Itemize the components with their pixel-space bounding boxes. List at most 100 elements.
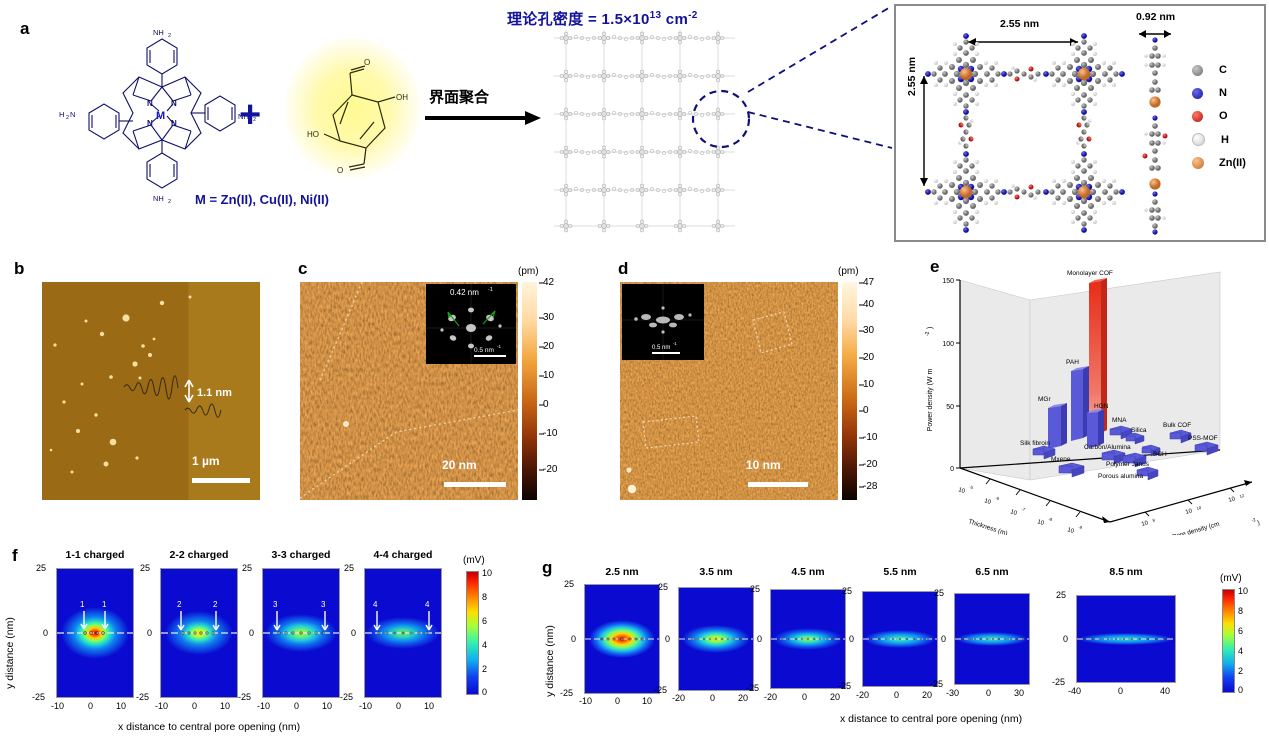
e-bar-hgn	[1087, 409, 1104, 448]
panel-f-cb-tick-4: 4	[482, 640, 488, 650]
panel-f-s1-x-tick-10: 10	[116, 701, 127, 711]
panel-f-arrow-label-right: 1	[102, 600, 107, 609]
e-z-tick-0: 0	[950, 466, 954, 473]
legend-item-c: C	[1192, 64, 1246, 76]
cb-d-tick-30: 30	[863, 325, 875, 336]
panel-f-s3-x-tick-10: 10	[322, 701, 333, 711]
dimension-thickness-label: 0.92 nm	[1136, 11, 1176, 23]
panel-c-fft-inset: 0.42 nm -1 0.5 nm -1	[426, 284, 516, 364]
panel-g-s6-x-tick-1: 0	[1118, 686, 1124, 696]
panel-g-s5-x-tick-0: -30	[946, 688, 960, 698]
pore-density-unit: cm	[665, 11, 689, 28]
legend-item-n: N	[1192, 87, 1246, 99]
panel-f-label: f	[12, 546, 18, 565]
e-marker-bch	[1141, 444, 1161, 457]
e-label-mxene: Mxene	[1051, 456, 1071, 463]
svg-text:4: 4	[425, 600, 430, 609]
legend-item-zn: Zn(II)	[1192, 157, 1246, 169]
panel-g-s2-y-tick-0: 0	[665, 634, 671, 644]
panel-f-y-tick-25: 25	[36, 563, 47, 573]
cb-d-tick-n10: -10	[863, 432, 878, 443]
panel-g-s1-x-tick-2: 10	[642, 696, 653, 706]
cb-d-tick-10: 10	[863, 379, 875, 390]
e-label-mgr: MGr	[1038, 396, 1051, 403]
svg-text:NH: NH	[238, 112, 249, 121]
panel-g-s4-y-tick-n25: -25	[838, 681, 852, 691]
panel-b-scale-bar	[192, 478, 250, 483]
panel-b: b 1.1 nm 1 µm	[0, 250, 300, 520]
panel-f: f y distance (nm) x distance to central …	[0, 535, 520, 737]
svg-text:N: N	[147, 99, 153, 108]
dimension-vertical-label: 2.55 nm	[906, 56, 918, 96]
panel-g-s5-y-tick-0: 0	[941, 634, 947, 644]
cof-framework-grid	[552, 28, 737, 238]
cb-c-tick-20: 20	[543, 341, 555, 352]
panel-d: d	[610, 250, 920, 520]
panel-g-colorbar	[1222, 589, 1235, 693]
panel-g-s3-y-tick-25: 25	[750, 584, 761, 594]
svg-text:NH: NH	[153, 194, 164, 203]
panel-f-colorbar	[466, 571, 479, 695]
panel-g-cb-tick-0: 0	[1238, 685, 1244, 695]
panel-g-s5-x-tick-1: 0	[986, 688, 992, 698]
panel-f-subplot-3: 3 3	[262, 568, 340, 698]
panel-g-y-tick-0: 0	[571, 634, 577, 644]
panel-g-cb-tick-10: 10	[1238, 586, 1249, 596]
panel-g-y-tick-n25: -25	[560, 688, 574, 698]
e-marker-pss-mof	[1194, 441, 1219, 456]
panel-d-colorbar	[842, 282, 857, 500]
svg-text:10: 10	[983, 498, 992, 506]
panel-g-subplot-2	[678, 587, 754, 691]
cb-c-tick-30: 30	[543, 312, 555, 323]
panel-g-s3-y-tick-0: 0	[757, 634, 763, 644]
cb-c-tick-n20: -20	[543, 464, 558, 475]
svg-text:2: 2	[168, 33, 171, 39]
panel-g-subplot-4-title: 5.5 nm	[883, 566, 917, 578]
pore-density-exponent: 13	[649, 10, 662, 21]
e-marker-carbon-alumina	[1101, 449, 1126, 465]
panel-c-colorbar-unit: (pm)	[518, 266, 539, 277]
cb-d-tick-47: 47	[863, 277, 875, 288]
panel-g-s3-x-tick-2: 20	[830, 692, 841, 702]
panel-f-y-tick-n25: -25	[32, 692, 46, 702]
svg-text:10: 10	[1141, 520, 1150, 528]
svg-text:10: 10	[1228, 496, 1237, 504]
panel-c-label: c	[298, 259, 308, 278]
e-bar-mgr	[1048, 403, 1067, 449]
svg-text:): )	[927, 327, 934, 329]
e-label-silk-fibroin: Silk fibroin	[1020, 440, 1050, 447]
panel-g-subplot-6	[1076, 595, 1176, 683]
cb-c-tick-0: 0	[543, 399, 549, 410]
panel-g-s5-x-tick-2: 30	[1014, 688, 1025, 698]
reaction-arrow-icon	[425, 110, 541, 131]
panel-d-scale-bar	[748, 482, 808, 487]
e-label-pah: PAH	[1066, 359, 1079, 366]
svg-text:-1: -1	[488, 287, 493, 293]
panel-g-subplot-1	[584, 584, 660, 694]
aldehyde-oh-right: OH	[396, 93, 408, 102]
svg-text:2: 2	[213, 600, 218, 609]
panel-d-afm-image: 0.5 nm -1 10 nm	[620, 282, 838, 500]
panel-f-cb-tick-10: 10	[482, 568, 493, 578]
panel-d-label: d	[618, 259, 629, 278]
atom-c-icon	[1192, 64, 1203, 76]
panel-g-s4-y-tick-0: 0	[849, 634, 855, 644]
panel-g-s6-x-tick-0: -40	[1068, 686, 1082, 696]
e-marker-polymer-janus	[1122, 452, 1147, 468]
e-z-axis-label: Power density (W m	[927, 369, 934, 432]
svg-text:-1: -1	[497, 344, 501, 349]
panel-g-subplot-5-title: 6.5 nm	[975, 566, 1009, 578]
svg-text:N: N	[171, 119, 177, 128]
panel-f-s3-x-tick-0: 0	[294, 701, 300, 711]
aldehyde-o-top: O	[364, 58, 370, 67]
e-label-carbon-alumina: Carbon/Alumina	[1084, 444, 1131, 451]
panel-f-s2-x-tick-10: 10	[220, 701, 231, 711]
e-marker-mna	[1109, 425, 1133, 440]
svg-text:3: 3	[321, 600, 326, 609]
panel-f-s2-x-tick-n10: -10	[155, 701, 169, 711]
cb-d-tick-40: 40	[863, 299, 875, 310]
panel-g-s2-x-tick-1: 0	[710, 693, 716, 703]
svg-text:H: H	[59, 110, 64, 119]
panel-b-scale-label: 1 µm	[192, 454, 220, 468]
legend-item-h: H	[1192, 133, 1246, 146]
